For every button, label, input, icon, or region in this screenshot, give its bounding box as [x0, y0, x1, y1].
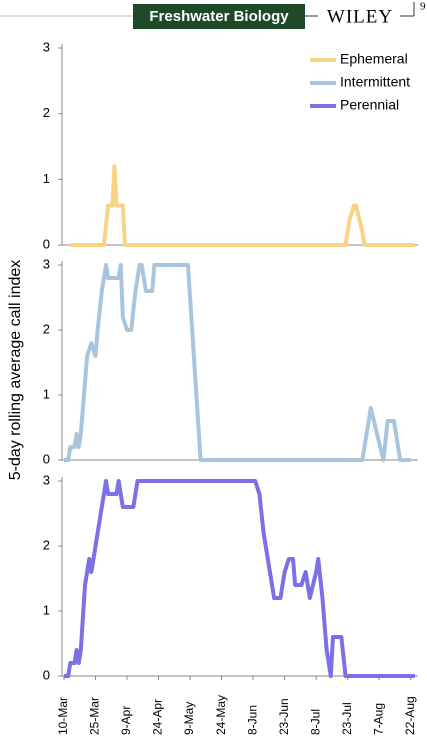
y-tick-label: 0 [43, 667, 50, 682]
x-tick-label: 9-Apr [119, 706, 133, 735]
legend-label: Intermittent [340, 74, 410, 90]
x-tick-label: 22-Aug [403, 696, 417, 735]
y-tick-label: 1 [43, 171, 50, 186]
y-tick-label: 0 [43, 236, 50, 251]
legend-label: Ephemeral [340, 51, 408, 67]
y-tick-label: 1 [43, 386, 50, 401]
x-tick-label: 25-Mar [88, 697, 102, 735]
x-tick-label: 24-May [214, 695, 228, 735]
y-axis-label: 5-day rolling average call index [7, 260, 24, 481]
x-tick-label: 7-Aug [371, 703, 385, 735]
x-tick-label: 10-Mar [56, 697, 70, 735]
y-tick-label: 2 [43, 105, 50, 120]
y-tick-label: 2 [43, 537, 50, 552]
x-tick-label: 9-May [182, 702, 196, 735]
x-tick-label: 24-Apr [151, 699, 165, 735]
y-tick-label: 0 [43, 451, 50, 466]
publisher-name: WILEY [327, 6, 393, 27]
y-tick-label: 1 [43, 602, 50, 617]
page-number: 9 [420, 1, 426, 13]
line [64, 479, 415, 678]
x-tick-label: 23-Jun [277, 698, 291, 735]
y-tick-label: 3 [43, 256, 50, 271]
legend-label: Perennial [340, 97, 399, 113]
x-tick-label: 8-Jun [245, 705, 259, 735]
journal-banner [133, 4, 305, 29]
line [64, 263, 411, 462]
line [70, 164, 415, 247]
y-tick-label: 3 [43, 472, 50, 487]
y-tick-label: 2 [43, 321, 50, 336]
x-tick-label: 23-Jul [340, 702, 354, 735]
journal-name: Freshwater Biology [149, 8, 289, 25]
y-tick-label: 3 [43, 39, 50, 54]
x-tick-label: 8-Jul [308, 709, 322, 735]
